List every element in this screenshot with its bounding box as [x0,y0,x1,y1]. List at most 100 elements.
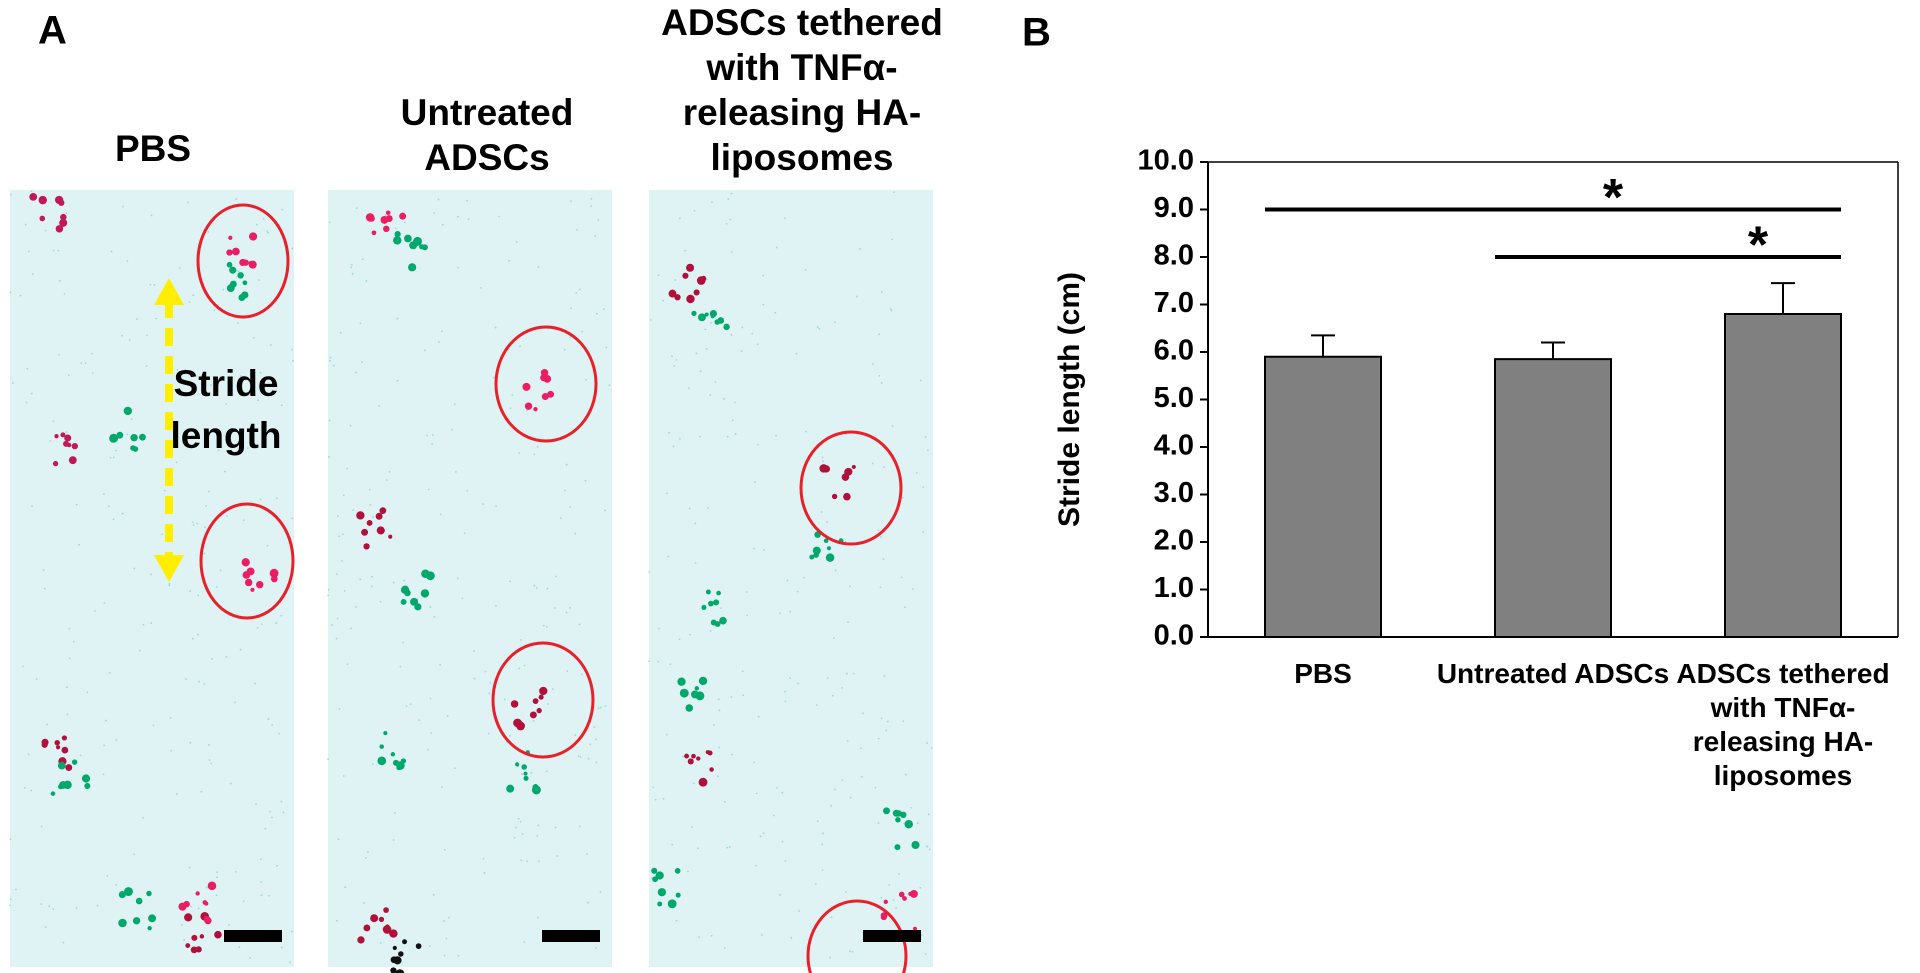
footprint-dot [269,568,279,578]
speckle [222,288,225,291]
footprint-image [649,190,933,967]
speckle [718,709,721,712]
speckle [728,846,731,848]
speckle [432,893,435,896]
footprint-dot [370,914,379,923]
speckle [498,215,500,218]
speckle [885,729,888,732]
speckle [68,657,71,660]
speckle [924,953,927,955]
speckle [569,606,571,609]
speckle [65,212,68,215]
highlight-circle [196,203,290,319]
x-tick-label: ADSCs tethered with TNFα-releasing HA-li… [1676,658,1890,791]
speckle [762,832,765,835]
speckle [533,584,536,587]
speckle [9,898,12,901]
footprint-dot [371,230,377,236]
footprint-dot [390,956,398,964]
speckle [473,677,476,680]
footprint-dot [679,688,689,698]
speckle [726,846,729,849]
speckle [718,746,720,749]
speckle [371,763,374,766]
speckle [720,607,722,609]
speckle [487,732,490,735]
speckle [815,704,818,707]
speckle [138,649,141,652]
speckle [329,359,331,362]
significance-star: * [1748,217,1769,275]
speckle [774,311,777,314]
speckle [920,934,923,937]
speckle [848,950,851,953]
speckle [271,724,274,726]
footprint-dot [506,784,515,793]
speckle [694,562,697,565]
speckle [901,496,904,499]
speckle [238,946,241,948]
speckle [709,394,712,396]
footprint-dot [226,261,233,268]
footprint-dot [229,266,237,274]
speckle [697,847,699,850]
footprint-dot [191,934,198,941]
speckle [851,950,854,953]
speckle [203,552,206,555]
speckle [433,616,436,618]
speckle [674,279,677,281]
footprint-dot [515,762,520,767]
speckle [227,436,230,439]
speckle [428,945,431,948]
footprint-image [10,190,294,967]
speckle [355,371,357,374]
footprint-dot [146,890,152,897]
speckle [657,660,660,663]
footprint-dot [657,901,663,907]
speckle [709,629,712,632]
speckle [453,403,456,406]
speckle [726,435,729,438]
speckle [834,321,836,324]
speckle [672,445,675,448]
speckle [372,516,374,519]
footprint-dot [880,914,887,921]
speckle [228,923,230,926]
speckle [402,641,405,644]
footprint-dot [904,820,913,829]
speckle [727,198,730,200]
speckle [30,789,33,792]
speckle [68,627,71,630]
speckle [821,869,824,871]
speckle [915,472,918,474]
highlight-circle [799,430,903,546]
footprint-dot [536,707,542,714]
footprint-dot [59,218,68,227]
speckle [841,779,844,782]
speckle [188,301,191,303]
footprint-dot [393,236,402,245]
speckle [235,269,238,272]
speckle [335,573,338,576]
speckle [280,614,283,617]
speckle [710,321,712,324]
speckle [650,877,653,879]
speckle [546,703,549,705]
speckle [337,838,340,841]
speckle [871,363,874,365]
footprint-dot [524,402,533,410]
speckle [338,708,341,710]
speckle [258,279,261,281]
speckle [115,739,118,741]
speckle [554,826,557,829]
footprint-dot [366,519,373,526]
speckle [155,317,158,320]
speckle [467,218,470,221]
speckle [518,452,520,455]
footprint-dot [909,890,918,898]
speckle [239,375,242,377]
speckle [924,436,927,438]
speckle [902,720,905,723]
footprint-dot [419,244,425,250]
speckle [216,876,218,879]
